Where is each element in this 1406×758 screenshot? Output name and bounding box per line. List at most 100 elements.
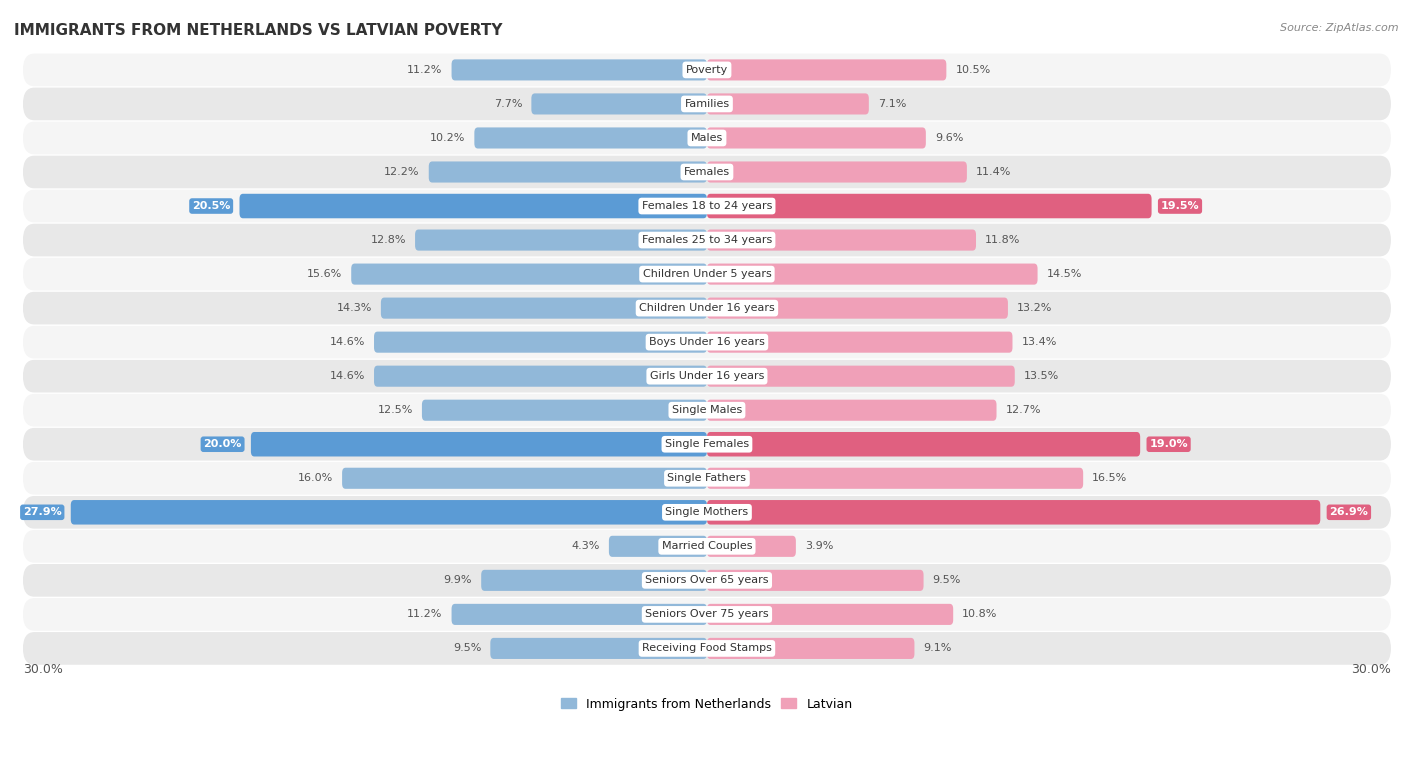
Text: 12.8%: 12.8% <box>370 235 406 245</box>
Text: 10.5%: 10.5% <box>956 65 991 75</box>
Text: Boys Under 16 years: Boys Under 16 years <box>650 337 765 347</box>
Text: 14.5%: 14.5% <box>1046 269 1083 279</box>
FancyBboxPatch shape <box>707 59 946 80</box>
FancyBboxPatch shape <box>22 88 1391 121</box>
FancyBboxPatch shape <box>707 194 1152 218</box>
FancyBboxPatch shape <box>22 190 1391 222</box>
FancyBboxPatch shape <box>22 121 1391 155</box>
FancyBboxPatch shape <box>239 194 707 218</box>
Text: 7.7%: 7.7% <box>494 99 522 109</box>
Text: Single Females: Single Females <box>665 439 749 449</box>
Text: Females 18 to 24 years: Females 18 to 24 years <box>641 201 772 211</box>
Text: IMMIGRANTS FROM NETHERLANDS VS LATVIAN POVERTY: IMMIGRANTS FROM NETHERLANDS VS LATVIAN P… <box>14 23 502 38</box>
FancyBboxPatch shape <box>70 500 707 525</box>
Text: Females: Females <box>683 167 730 177</box>
Text: 3.9%: 3.9% <box>806 541 834 551</box>
FancyBboxPatch shape <box>451 604 707 625</box>
FancyBboxPatch shape <box>531 93 707 114</box>
FancyBboxPatch shape <box>22 155 1391 188</box>
FancyBboxPatch shape <box>707 638 914 659</box>
FancyBboxPatch shape <box>491 638 707 659</box>
Text: 13.2%: 13.2% <box>1017 303 1053 313</box>
Text: 7.1%: 7.1% <box>877 99 907 109</box>
Text: 12.7%: 12.7% <box>1005 406 1042 415</box>
FancyBboxPatch shape <box>381 298 707 318</box>
Text: 14.6%: 14.6% <box>329 371 366 381</box>
FancyBboxPatch shape <box>451 59 707 80</box>
Text: 30.0%: 30.0% <box>22 663 63 676</box>
FancyBboxPatch shape <box>22 394 1391 427</box>
Text: 10.8%: 10.8% <box>962 609 998 619</box>
Text: Single Fathers: Single Fathers <box>668 473 747 484</box>
FancyBboxPatch shape <box>352 264 707 285</box>
FancyBboxPatch shape <box>707 331 1012 352</box>
FancyBboxPatch shape <box>481 570 707 591</box>
Text: Males: Males <box>690 133 723 143</box>
Text: 14.6%: 14.6% <box>329 337 366 347</box>
FancyBboxPatch shape <box>415 230 707 251</box>
Text: Families: Families <box>685 99 730 109</box>
FancyBboxPatch shape <box>707 536 796 557</box>
FancyBboxPatch shape <box>707 230 976 251</box>
FancyBboxPatch shape <box>707 468 1083 489</box>
FancyBboxPatch shape <box>342 468 707 489</box>
Text: 15.6%: 15.6% <box>307 269 342 279</box>
FancyBboxPatch shape <box>707 500 1320 525</box>
Text: 16.0%: 16.0% <box>298 473 333 484</box>
FancyBboxPatch shape <box>707 161 967 183</box>
Text: Receiving Food Stamps: Receiving Food Stamps <box>643 644 772 653</box>
FancyBboxPatch shape <box>22 292 1391 324</box>
Legend: Immigrants from Netherlands, Latvian: Immigrants from Netherlands, Latvian <box>557 693 858 716</box>
Text: 9.9%: 9.9% <box>443 575 472 585</box>
FancyBboxPatch shape <box>707 264 1038 285</box>
Text: 30.0%: 30.0% <box>1351 663 1391 676</box>
Text: Single Mothers: Single Mothers <box>665 507 748 517</box>
Text: Poverty: Poverty <box>686 65 728 75</box>
FancyBboxPatch shape <box>22 428 1391 461</box>
Text: 12.2%: 12.2% <box>384 167 419 177</box>
Text: Females 25 to 34 years: Females 25 to 34 years <box>641 235 772 245</box>
FancyBboxPatch shape <box>22 632 1391 665</box>
Text: 26.9%: 26.9% <box>1330 507 1368 517</box>
FancyBboxPatch shape <box>707 399 997 421</box>
FancyBboxPatch shape <box>22 496 1391 528</box>
FancyBboxPatch shape <box>707 604 953 625</box>
Text: 13.5%: 13.5% <box>1024 371 1059 381</box>
FancyBboxPatch shape <box>474 127 707 149</box>
FancyBboxPatch shape <box>707 127 925 149</box>
Text: 9.5%: 9.5% <box>453 644 481 653</box>
Text: 20.0%: 20.0% <box>204 439 242 449</box>
Text: 14.3%: 14.3% <box>336 303 371 313</box>
FancyBboxPatch shape <box>707 432 1140 456</box>
Text: Seniors Over 65 years: Seniors Over 65 years <box>645 575 769 585</box>
Text: 10.2%: 10.2% <box>430 133 465 143</box>
Text: 11.2%: 11.2% <box>408 65 443 75</box>
Text: Girls Under 16 years: Girls Under 16 years <box>650 371 763 381</box>
Text: 12.5%: 12.5% <box>377 406 413 415</box>
Text: Single Males: Single Males <box>672 406 742 415</box>
FancyBboxPatch shape <box>22 530 1391 562</box>
FancyBboxPatch shape <box>22 224 1391 256</box>
FancyBboxPatch shape <box>22 564 1391 597</box>
Text: 16.5%: 16.5% <box>1092 473 1128 484</box>
Text: Married Couples: Married Couples <box>662 541 752 551</box>
FancyBboxPatch shape <box>22 462 1391 495</box>
FancyBboxPatch shape <box>707 93 869 114</box>
Text: 11.8%: 11.8% <box>986 235 1021 245</box>
FancyBboxPatch shape <box>707 365 1015 387</box>
Text: Seniors Over 75 years: Seniors Over 75 years <box>645 609 769 619</box>
FancyBboxPatch shape <box>609 536 707 557</box>
Text: Children Under 16 years: Children Under 16 years <box>640 303 775 313</box>
FancyBboxPatch shape <box>22 326 1391 359</box>
FancyBboxPatch shape <box>374 365 707 387</box>
Text: Source: ZipAtlas.com: Source: ZipAtlas.com <box>1281 23 1399 33</box>
FancyBboxPatch shape <box>707 298 1008 318</box>
Text: 9.6%: 9.6% <box>935 133 963 143</box>
Text: 27.9%: 27.9% <box>22 507 62 517</box>
Text: 4.3%: 4.3% <box>571 541 600 551</box>
FancyBboxPatch shape <box>22 598 1391 631</box>
FancyBboxPatch shape <box>374 331 707 352</box>
Text: 20.5%: 20.5% <box>193 201 231 211</box>
FancyBboxPatch shape <box>22 54 1391 86</box>
Text: 19.0%: 19.0% <box>1149 439 1188 449</box>
